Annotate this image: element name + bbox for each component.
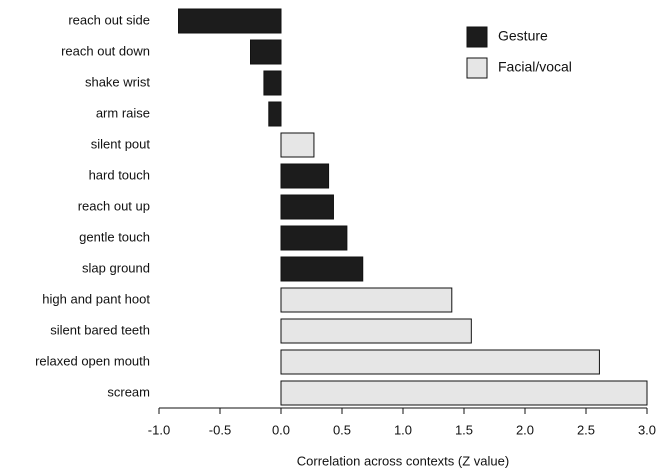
bar [280, 132, 315, 158]
bar [280, 287, 453, 313]
x-tick-label: 0.0 [272, 422, 290, 437]
x-tick-label: 1.5 [455, 422, 473, 437]
y-tick-label: reach out down [61, 43, 150, 58]
x-tick-label: 3.0 [638, 422, 656, 437]
legend-swatch [466, 57, 488, 79]
y-tick-label: gentle touch [79, 229, 150, 244]
y-tick-label: reach out up [78, 198, 150, 213]
legend-label: Gesture [498, 28, 548, 44]
bar [280, 318, 472, 344]
y-tick-label: scream [107, 384, 150, 399]
x-axis-label: Correlation across contexts (Z value) [297, 453, 509, 468]
legend-label: Facial/vocal [498, 59, 572, 75]
y-tick-label: hard touch [89, 167, 150, 182]
bar [280, 349, 600, 375]
y-tick-label: reach out side [68, 12, 150, 27]
y-tick-label: silent pout [91, 136, 151, 151]
x-tick-label: 1.0 [394, 422, 412, 437]
bar [280, 163, 330, 189]
x-tick-label: 0.5 [333, 422, 351, 437]
bar [280, 256, 364, 282]
y-tick-label: shake wrist [85, 74, 150, 89]
x-tick-label: 2.0 [516, 422, 534, 437]
bar [280, 225, 348, 251]
x-tick-label: -0.5 [209, 422, 231, 437]
y-tick-label: silent bared teeth [50, 322, 150, 337]
bar [178, 8, 282, 34]
bar [268, 101, 282, 127]
legend-swatch [466, 26, 488, 48]
y-tick-label: arm raise [96, 105, 150, 120]
y-tick-label: high and pant hoot [42, 291, 150, 306]
bar [263, 70, 282, 96]
x-tick-label: 2.5 [577, 422, 595, 437]
bar [280, 194, 334, 220]
bar [250, 39, 282, 65]
x-tick-label: -1.0 [148, 422, 170, 437]
y-tick-label: slap ground [82, 260, 150, 275]
bar [280, 380, 648, 406]
y-tick-label: relaxed open mouth [35, 353, 150, 368]
